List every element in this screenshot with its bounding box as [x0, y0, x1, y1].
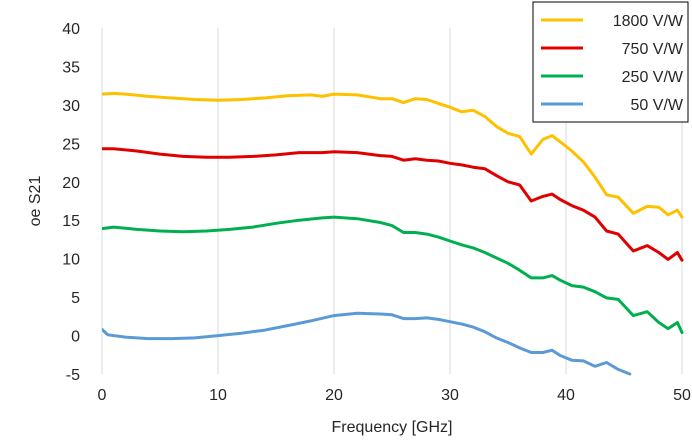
- series-line-2: [102, 147, 684, 262]
- y-tick-label: 10: [62, 252, 80, 269]
- legend-label-3: 250 V/W: [622, 69, 684, 86]
- y-tick-label: -5: [66, 367, 80, 384]
- y-tick-label: 5: [71, 290, 80, 307]
- series-line-3: [102, 215, 684, 334]
- y-axis-title: oe S21: [27, 176, 44, 227]
- legend-label-4: 50 V/W: [631, 97, 684, 114]
- x-tick-label: 20: [325, 387, 343, 404]
- y-tick-label: 15: [62, 213, 80, 230]
- x-tick-label: 0: [98, 387, 107, 404]
- x-axis-ticks: 0 10 20 30 40 50: [98, 387, 691, 404]
- x-tick-label: 30: [441, 387, 459, 404]
- x-tick-label: 50: [673, 387, 691, 404]
- y-tick-label: 20: [62, 175, 80, 192]
- series-line-4: [102, 311, 632, 376]
- y-tick-label: 30: [62, 98, 80, 115]
- legend-box: [532, 1, 689, 123]
- legend-label-1: 1800 V/W: [613, 13, 684, 30]
- x-tick-label: 40: [557, 387, 575, 404]
- x-tick-label: 10: [209, 387, 227, 404]
- legend: 1800 V/W 750 V/W 250 V/W 50 V/W: [532, 1, 689, 123]
- series-lines: [102, 91, 684, 376]
- y-tick-label: 25: [62, 136, 80, 153]
- y-tick-label: 0: [71, 329, 80, 346]
- legend-label-2: 750 V/W: [622, 41, 684, 58]
- y-tick-label: 40: [62, 21, 80, 38]
- series-line-1: [102, 91, 684, 219]
- y-tick-label: 35: [62, 59, 80, 76]
- y-axis-ticks: -5 0 5 10 15 20 25 30 35 40: [62, 21, 80, 384]
- x-axis-title: Frequency [GHz]: [332, 419, 453, 436]
